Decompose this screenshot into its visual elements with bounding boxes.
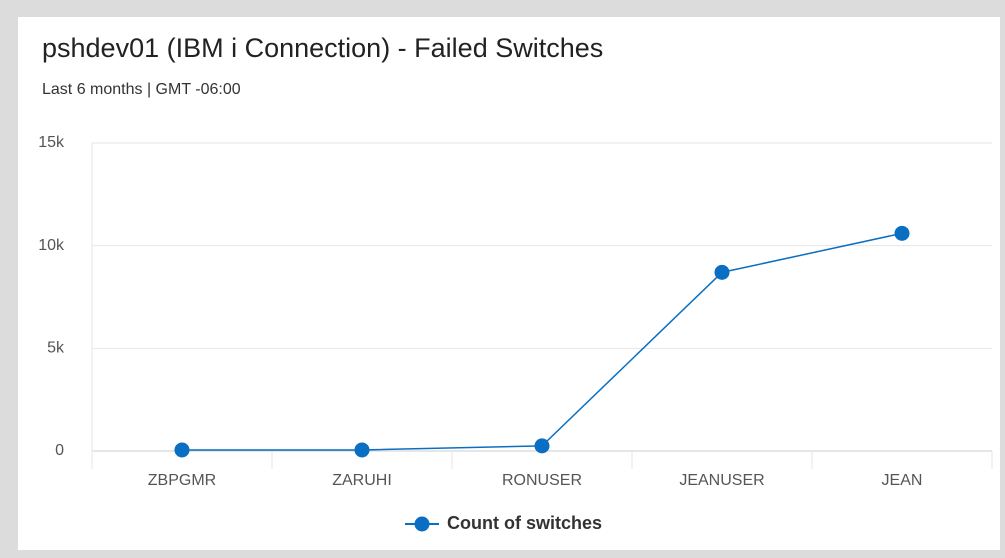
x-tick-label: ZBPGMR (148, 472, 216, 489)
y-tick-label: 15k (38, 134, 65, 151)
y-tick-label: 5k (47, 340, 65, 357)
legend-label: Count of switches (447, 513, 602, 533)
x-tick-label: ZARUHI (332, 472, 392, 489)
y-tick-label: 10k (38, 237, 65, 254)
legend-marker (414, 516, 430, 532)
card (18, 17, 1000, 550)
x-tick-label: RONUSER (502, 472, 582, 489)
point (534, 438, 550, 454)
point (174, 442, 190, 458)
point (714, 264, 730, 280)
chart-title: pshdev01 (IBM i Connection) - Failed Swi… (42, 33, 603, 63)
point (894, 225, 910, 241)
chart-subtitle: Last 6 months | GMT -06:00 (42, 81, 241, 98)
y-tick-label: 0 (55, 442, 64, 459)
point (354, 442, 370, 458)
x-tick-label: JEAN (882, 472, 923, 489)
x-tick-label: JEANUSER (679, 472, 764, 489)
